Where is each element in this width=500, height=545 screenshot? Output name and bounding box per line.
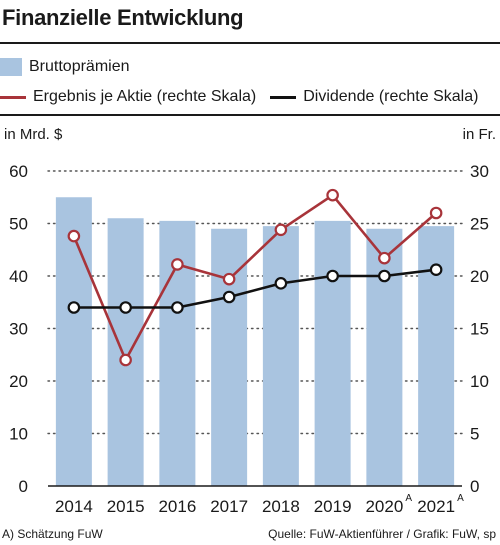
left-tick-label: 30 [9,320,28,339]
category-label-2014: 2014 [55,497,93,516]
bar-gross-2020 [366,228,403,486]
legend-label-eps: Ergebnis je Aktie (rechte Skala) [33,88,257,105]
category-superscript-2021: A [457,493,464,504]
point-eps-2020 [378,251,391,265]
point-eps-2019 [326,188,339,202]
point-eps-2016 [171,258,184,271]
bar-gross-2014 [55,197,92,486]
point-eps-2021 [429,206,443,220]
category-label-2021: 2021 [417,497,455,516]
legend-swatch-div [270,95,297,99]
point-eps-2017 [222,272,236,286]
line-div [73,268,437,309]
title-rule [0,42,500,44]
left-tick-label: 20 [9,372,28,391]
legend-swatch-eps [0,95,26,99]
left-tick-label: 60 [9,162,28,181]
legend-item-div: Dividende (rechte Skala) [270,88,478,106]
line-eps [72,193,437,362]
right-axis-unit: in Fr. [463,126,496,143]
category-superscript-2020: A [405,493,412,504]
category-label-2015: 2015 [107,497,145,516]
point-div-2018 [274,277,288,290]
left-axis-unit: in Mrd. $ [4,126,63,143]
legend-label-gross: Bruttoprämien [29,58,130,75]
right-tick-label: 20 [470,267,489,286]
category-label-2018: 2018 [262,497,300,516]
point-eps-2015 [119,353,132,367]
point-div-2016 [171,301,184,314]
source-note: Quelle: FuW-Aktienführer / Grafik: FuW, … [268,527,496,541]
left-tick-label: 40 [9,267,28,286]
point-div-2021 [429,263,443,276]
legend-swatch-gross [0,58,22,76]
category-label-2020: 2020 [365,497,403,516]
point-eps-2018 [274,223,288,237]
right-tick-label: 30 [470,162,489,181]
right-tick-label: 10 [470,372,489,391]
legend-label-div: Dividende (rechte Skala) [303,88,479,105]
point-eps-2014 [67,229,81,243]
category-label-2019: 2019 [314,497,352,516]
bar-gross-2019 [314,220,351,486]
left-tick-label: 0 [19,477,28,496]
point-div-2015 [119,301,132,314]
left-tick-label: 50 [9,215,28,234]
right-tick-label: 0 [470,477,479,496]
category-label-2016: 2016 [158,497,196,516]
right-tick-label: 25 [470,215,489,234]
point-div-2017 [222,290,236,304]
point-div-2019 [326,269,339,283]
legend-item-eps: Ergebnis je Aktie (rechte Skala) [0,88,256,106]
bar-gross-2015 [107,218,144,486]
bar-gross-2018 [262,226,299,486]
footnote: A) Schätzung FuW [2,527,103,541]
chart-title: Finanzielle Entwicklung [2,5,244,30]
point-div-2014 [67,301,81,314]
right-tick-label: 5 [470,425,479,444]
category-label-2017: 2017 [210,497,248,516]
legend-row-1: Bruttoprämien [0,56,130,78]
point-div-2020 [378,269,391,283]
left-tick-label: 10 [9,425,28,444]
legend-rule [0,114,500,116]
legend-row-2: Ergebnis je Aktie (rechte Skala) Dividen… [0,86,492,108]
bar-gross-2017 [211,228,248,486]
right-tick-label: 15 [470,320,489,339]
